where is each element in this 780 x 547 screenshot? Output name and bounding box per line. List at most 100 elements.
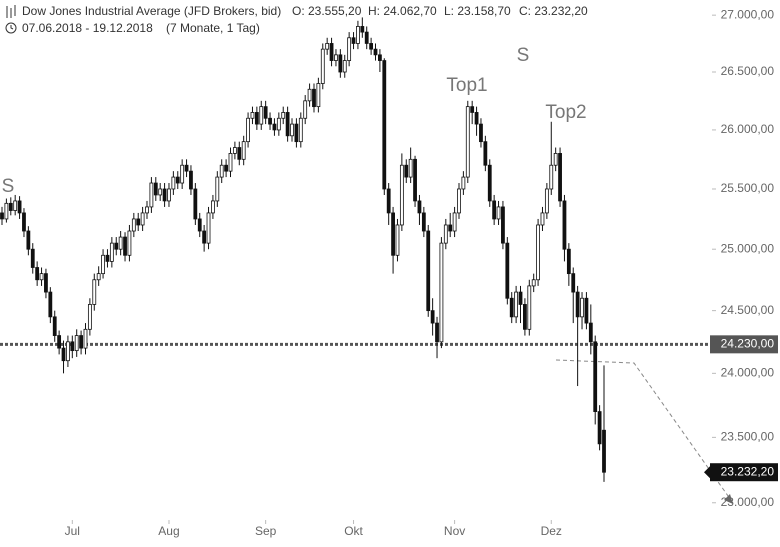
candle-body <box>602 429 606 473</box>
candle-body <box>232 147 237 154</box>
x-tick-label: Aug <box>158 524 179 538</box>
reference-label: 24.230,00 <box>721 337 775 351</box>
candle-body <box>479 123 483 143</box>
x-tick-label: Dez <box>541 524 562 538</box>
chart-title: Dow Jones Industrial Average (JFD Broker… <box>22 4 281 18</box>
candle-body <box>57 335 62 349</box>
candle-body <box>426 230 431 312</box>
candle-body <box>377 54 382 61</box>
candle-body <box>290 123 294 137</box>
x-tick-label: Sep <box>255 524 277 538</box>
header-stat: L: 23.158,70 <box>444 4 511 18</box>
candle-body <box>228 153 233 172</box>
date-range: 07.06.2018 - 19.12.2018 <box>22 21 153 35</box>
reference-label-box <box>710 335 778 354</box>
candle-body <box>215 176 220 202</box>
candle-body <box>509 297 514 318</box>
candle-body <box>527 285 532 330</box>
candle-body <box>237 147 242 160</box>
candle-body <box>347 37 352 61</box>
candle-body <box>421 212 426 232</box>
clock-icon <box>5 22 17 34</box>
candle-body <box>558 153 562 202</box>
candle-body <box>439 242 444 343</box>
candle-body <box>364 31 369 44</box>
candle-body <box>180 164 185 184</box>
candle-body <box>457 188 461 214</box>
candle-body <box>114 242 119 250</box>
candle-body <box>268 117 272 125</box>
y-tick-label: 25.500,00 <box>721 181 775 195</box>
candle-body <box>448 224 453 232</box>
candle-body <box>562 200 567 250</box>
candle-body <box>575 291 580 318</box>
last-price-pointer <box>704 466 710 479</box>
candle-body <box>474 112 479 125</box>
candle-body <box>224 164 229 172</box>
candle-body <box>465 106 470 178</box>
candle-body <box>48 291 53 318</box>
candle-icon <box>6 5 16 18</box>
candle-body <box>281 112 286 119</box>
y-tick-label: 23.000,00 <box>721 495 775 509</box>
x-tick-label: Nov <box>444 524 465 538</box>
candle-body <box>8 202 13 211</box>
candle-body <box>540 212 545 226</box>
projection-line <box>555 359 734 504</box>
candle-body <box>140 212 145 226</box>
candle-body <box>61 347 66 362</box>
candle-body <box>452 212 457 232</box>
candle-body <box>197 218 202 232</box>
projection-arrow <box>724 494 733 504</box>
candle-body <box>483 141 488 166</box>
candle-body <box>17 200 22 214</box>
candle-body <box>404 164 409 178</box>
candle-body <box>158 188 163 196</box>
candle-body <box>461 176 466 190</box>
candle-body <box>259 106 264 125</box>
candle-body <box>307 88 312 102</box>
candle-body <box>44 273 48 293</box>
candle-body <box>342 60 347 73</box>
candle-body <box>501 206 505 244</box>
candle-body <box>83 328 88 349</box>
candle-body <box>70 341 75 352</box>
candle-body <box>26 230 31 250</box>
candle-body <box>470 106 475 113</box>
candle-body <box>35 267 40 281</box>
candle-body <box>298 117 303 143</box>
candle-body <box>294 123 299 143</box>
candle-body <box>149 182 154 208</box>
candle-body <box>105 254 110 262</box>
candle-body <box>206 212 211 244</box>
candle-body <box>153 182 158 196</box>
candle-body <box>96 273 101 281</box>
candle-body <box>553 153 558 166</box>
header-stat: O: 23.555,20 <box>292 4 362 18</box>
candle-body <box>162 188 167 202</box>
candle-body <box>74 335 79 352</box>
candle-body <box>566 248 571 275</box>
candle-body <box>351 37 356 44</box>
candle-body <box>250 112 255 119</box>
candle-body <box>430 310 435 324</box>
candle-body <box>219 164 224 178</box>
candle-body <box>593 341 598 412</box>
y-tick-label: 24.500,00 <box>721 303 775 317</box>
candle-body <box>272 123 277 131</box>
candle-body <box>443 224 448 244</box>
candle-body <box>580 297 584 318</box>
last-price-box <box>710 463 778 482</box>
candle-body <box>131 218 136 232</box>
y-tick-label: 27.000,00 <box>721 7 775 21</box>
candle-body <box>118 236 123 250</box>
candle-body <box>391 212 395 256</box>
candle-body <box>87 304 92 330</box>
candle-body <box>505 242 510 299</box>
candle-body <box>175 176 180 184</box>
candle-body <box>30 248 35 268</box>
candle-body <box>487 164 492 202</box>
header-stat: C: 23.232,20 <box>519 4 588 18</box>
candle-body <box>395 224 400 256</box>
